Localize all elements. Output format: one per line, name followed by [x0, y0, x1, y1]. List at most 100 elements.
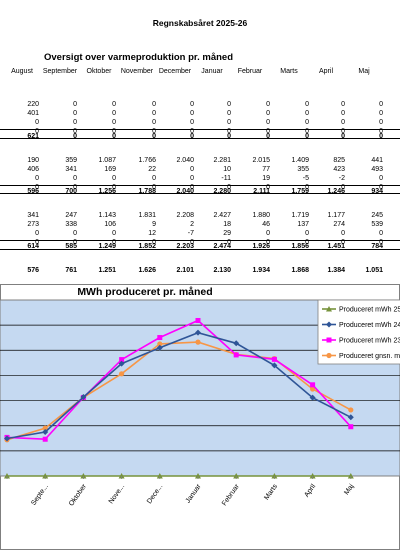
average-cell: 1.251: [98, 267, 116, 274]
table-cell: 0: [152, 239, 156, 246]
table-cell: 77: [262, 166, 270, 173]
table-cell: 247: [65, 212, 77, 219]
table-cell: 441: [371, 157, 383, 164]
table-cell: 0: [305, 184, 309, 191]
table-subtitle: Oversigt over varmeproduktion pr. måned: [44, 52, 233, 63]
month-header-cell: August: [11, 68, 33, 75]
series-line: [6, 319, 352, 441]
average-cell: 1.051: [365, 267, 383, 274]
total-cell: 2.280: [213, 188, 231, 195]
data-point: [310, 386, 316, 392]
table-cell: 0: [190, 128, 194, 135]
total-cell: 0: [73, 133, 77, 140]
table-cell: 29: [223, 230, 231, 237]
table-cell: 406: [27, 166, 39, 173]
table-cell: 0: [35, 230, 39, 237]
average-cell: 1.934: [252, 267, 270, 274]
table-cell: 1.831: [138, 212, 156, 219]
table-cell: 0: [341, 239, 345, 246]
table-cell: 493: [371, 166, 383, 173]
table-cell: 0: [112, 101, 116, 108]
table-cell: 0: [152, 110, 156, 117]
month-header-cell: Februar: [237, 68, 263, 75]
series-line: [6, 331, 352, 440]
table-cell: 0: [190, 184, 194, 191]
total-cell: 700: [65, 188, 77, 195]
table-cell: 0: [35, 175, 39, 182]
data-point: [233, 340, 240, 347]
table-cell: 0: [35, 119, 39, 126]
total-cell: 784: [371, 243, 383, 250]
month-header-cell: April: [318, 68, 334, 75]
table-cell: 1.143: [98, 212, 116, 219]
total-cell: 596: [27, 188, 39, 195]
table-cell: 190: [27, 157, 39, 164]
data-point: [348, 424, 354, 430]
average-cell: 1.384: [327, 267, 345, 274]
table-cell: 0: [35, 184, 39, 191]
data-point: [4, 435, 10, 442]
table-cell: 0: [227, 101, 231, 108]
total-cell: 2.474: [213, 243, 231, 250]
legend-label: Produceret mWh 23-2: [339, 338, 400, 345]
table-cell: 338: [65, 221, 77, 228]
month-header-cell: Maj: [358, 68, 370, 75]
total-cell: 1.246: [327, 188, 345, 195]
total-cell: 1.856: [291, 243, 309, 250]
table-cell: 0: [305, 239, 309, 246]
chart-title: MWh produceret pr. måned: [77, 286, 212, 298]
table-cell: 0: [305, 230, 309, 237]
legend-marker: [326, 352, 332, 359]
table-cell: 355: [297, 166, 309, 173]
table-cell: -7: [187, 230, 194, 237]
data-point: [119, 357, 125, 363]
table-cell: 401: [27, 110, 39, 117]
total-cell: 1.249: [98, 243, 116, 250]
table-cell: 1.880: [252, 212, 270, 219]
table-cell: 0: [152, 128, 156, 135]
table-cell: 0: [73, 230, 77, 237]
table-cell: 2.281: [213, 157, 231, 164]
table-cell: 0: [379, 230, 383, 237]
table-cell: 0: [152, 101, 156, 108]
table-cell: 0: [341, 119, 345, 126]
data-point: [233, 352, 239, 358]
table-cell: 2: [190, 221, 194, 228]
data-point: [309, 394, 316, 401]
table-cell: 0: [73, 101, 77, 108]
table-cell: 0: [379, 184, 383, 191]
table-cell: 0: [379, 110, 383, 117]
average-cell: 761: [65, 267, 77, 274]
table-cell: 0: [112, 175, 116, 182]
data-point: [42, 425, 48, 431]
table-rule: [0, 138, 400, 139]
table-cell: 0: [35, 128, 39, 135]
legend-marker: [326, 306, 332, 312]
table-cell: 0: [73, 175, 77, 182]
total-cell: 585: [65, 243, 77, 250]
table-cell: 0: [266, 184, 270, 191]
total-cell: 0: [190, 133, 194, 140]
legend-marker: [326, 337, 332, 343]
data-point: [347, 414, 354, 421]
data-point: [119, 371, 125, 377]
table-cell: 0: [305, 119, 309, 126]
table-cell: 0: [112, 239, 116, 246]
table-cell: 0: [152, 175, 156, 182]
table-cell: 0: [112, 110, 116, 117]
data-point: [348, 407, 354, 413]
series-line: [6, 341, 352, 441]
total-cell: 0: [379, 133, 383, 140]
average-cell: 2.130: [213, 267, 231, 274]
table-cell: 0: [35, 239, 39, 246]
table-cell: 0: [112, 128, 116, 135]
data-point: [195, 329, 201, 336]
data-point: [309, 473, 316, 479]
table-cell: 0: [190, 101, 194, 108]
legend-marker: [326, 321, 332, 328]
total-cell: 2.040: [176, 188, 194, 195]
data-point: [157, 341, 163, 347]
table-cell: 46: [262, 221, 270, 228]
data-point: [271, 362, 278, 369]
table-cell: 2.427: [213, 212, 231, 219]
